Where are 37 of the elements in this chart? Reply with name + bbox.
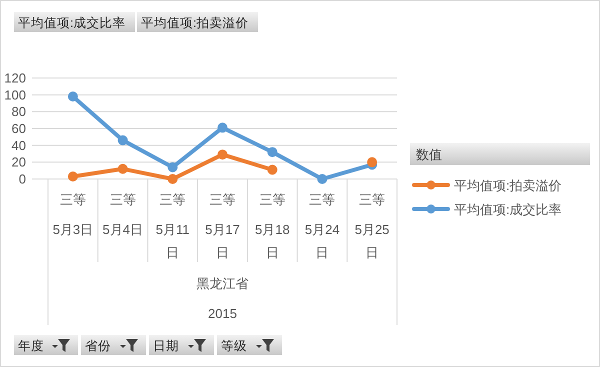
- y-tick-label: 40: [12, 138, 26, 153]
- text: 黑龙江省: [196, 276, 248, 291]
- point: [168, 162, 178, 172]
- point: [118, 135, 128, 146]
- y-tick-label: 120: [4, 70, 26, 86]
- y-tick-label: 0: [18, 172, 26, 186]
- point: [218, 150, 228, 160]
- point: [367, 157, 378, 168]
- point: [267, 164, 278, 175]
- x-tick-label: 三等 5月17日: [205, 192, 240, 260]
- text: 等级: [221, 339, 247, 353]
- legend-title: 数值: [416, 147, 442, 162]
- text: 省份: [85, 339, 111, 353]
- text: 平均值项:拍卖溢价: [141, 16, 248, 30]
- text: 平均值项:成交比率: [18, 15, 126, 30]
- y-tick-label: 20: [12, 154, 26, 170]
- y-tick-label: 60: [12, 121, 26, 136]
- x-tick-label: 三等 5月18日: [255, 192, 290, 260]
- x-tick-label: 三等 5月4日: [102, 192, 144, 237]
- text: 2015: [208, 306, 237, 321]
- x-tick-label: 三等 5月25日: [354, 192, 390, 260]
- x-tick-label: 三等 5月24日: [304, 192, 340, 260]
- point: [317, 174, 328, 184]
- point: [68, 171, 78, 182]
- legend-label: 平均值项:成交比率: [454, 202, 562, 217]
- point: [267, 147, 278, 158]
- point: [168, 174, 178, 184]
- text: 日期: [153, 339, 179, 353]
- x-tick-label: 三等 5月11日: [156, 192, 190, 260]
- text: 年度: [18, 338, 44, 353]
- y-tick-label: 100: [4, 87, 26, 102]
- point: [218, 122, 228, 133]
- point: [68, 92, 78, 102]
- x-tick-label: 三等 5月3日: [52, 192, 94, 237]
- legend-label: 平均值项:拍卖溢价: [454, 178, 562, 193]
- point: [118, 164, 128, 174]
- y-tick-label: 80: [12, 104, 26, 120]
